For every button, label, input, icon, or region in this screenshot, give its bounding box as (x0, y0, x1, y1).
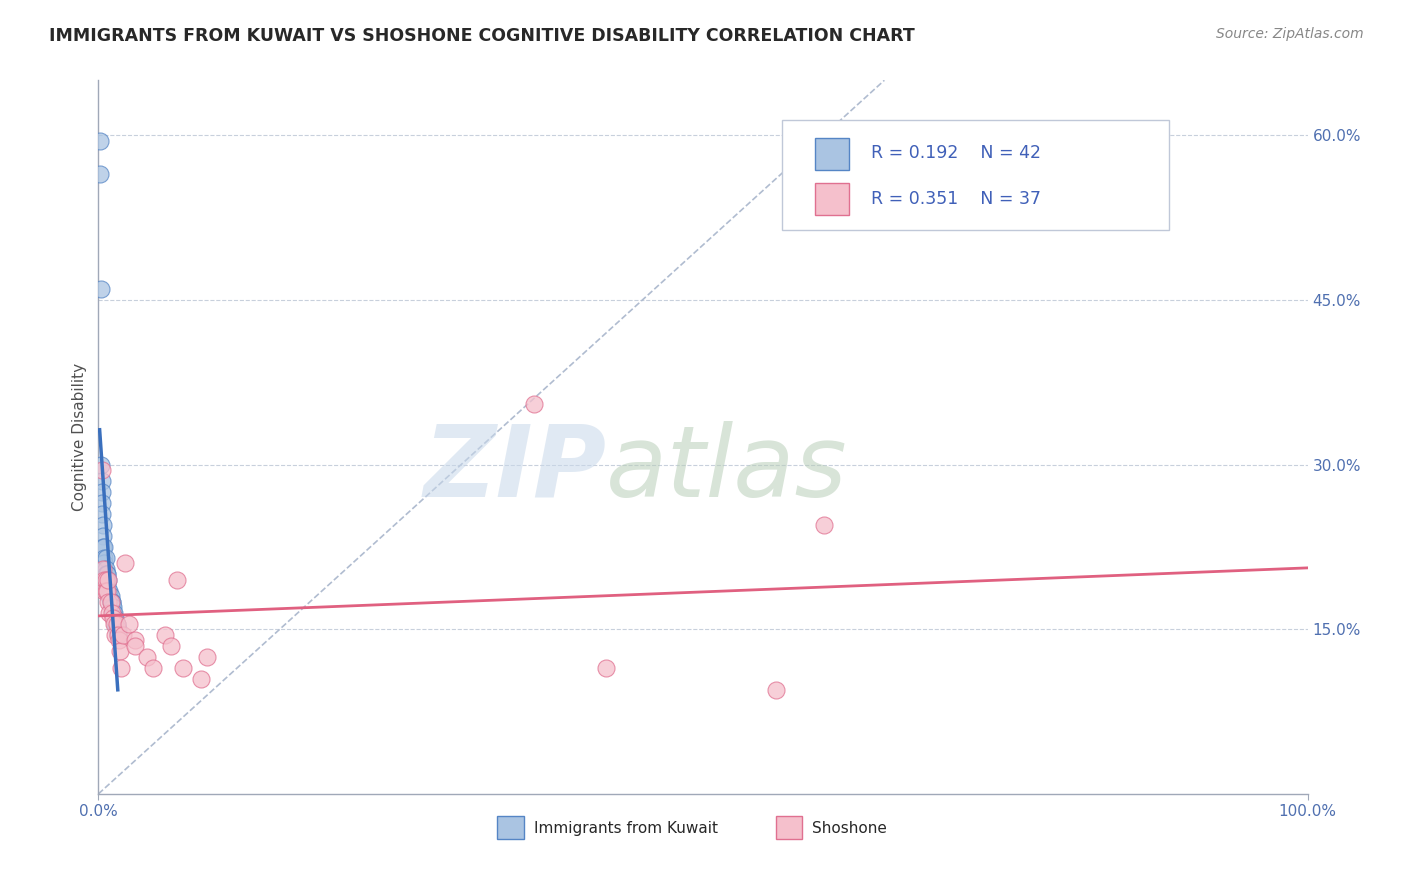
Point (96, 578, 118, 592)
Point (172, 660, 194, 674)
Point (98, 583, 121, 598)
Point (153, 628, 176, 642)
Point (166, 573, 188, 587)
Y-axis label: Cognitive Disability: Cognitive Disability (72, 363, 87, 511)
Point (91, 517, 114, 532)
Bar (776, 816, 803, 838)
Point (96, 567, 118, 582)
Point (98, 606, 121, 620)
Point (91, 529, 114, 543)
Point (765, 682, 787, 697)
Point (97, 583, 120, 598)
Point (100, 595, 122, 609)
Text: Source: ZipAtlas.com: Source: ZipAtlas.com (1216, 27, 1364, 41)
Point (142, 660, 165, 674)
Point (97, 573, 120, 587)
Point (91, 474, 114, 488)
Point (108, 633, 131, 648)
Point (97, 595, 120, 609)
Point (100, 595, 122, 609)
Text: ZIP: ZIP (423, 421, 606, 517)
Point (107, 628, 129, 642)
Point (124, 633, 146, 648)
Point (103, 606, 125, 620)
Point (93, 557, 115, 571)
Point (105, 616, 128, 631)
Point (111, 628, 134, 642)
Point (97, 573, 120, 587)
Point (91, 496, 114, 510)
Text: R = 0.351    N = 37: R = 0.351 N = 37 (872, 190, 1040, 208)
Point (104, 611, 127, 625)
Text: Immigrants from Kuwait: Immigrants from Kuwait (534, 822, 717, 837)
Point (100, 595, 122, 609)
Point (93, 540, 115, 554)
Point (523, 397, 546, 411)
Point (93, 573, 115, 587)
Point (118, 616, 141, 631)
Point (91, 540, 114, 554)
Text: Shoshone: Shoshone (811, 822, 887, 837)
Point (100, 595, 122, 609)
Point (94, 567, 117, 582)
FancyBboxPatch shape (782, 120, 1168, 230)
Point (104, 616, 127, 631)
Point (93, 550, 115, 565)
Point (94, 562, 117, 576)
Point (100, 589, 122, 603)
Point (595, 660, 617, 674)
Text: R = 0.192    N = 42: R = 0.192 N = 42 (872, 144, 1040, 161)
Point (90, 282, 112, 296)
Point (101, 611, 124, 625)
Point (96, 583, 118, 598)
Point (91, 562, 114, 576)
Point (100, 600, 122, 615)
Point (135, 649, 157, 664)
Point (107, 622, 129, 636)
Point (107, 628, 129, 642)
Bar (815, 183, 849, 215)
Point (195, 649, 218, 664)
Point (90, 458, 112, 472)
Point (190, 672, 212, 686)
Point (98, 589, 121, 603)
Point (96, 573, 118, 587)
Point (91, 485, 114, 500)
Point (103, 616, 125, 631)
Point (100, 606, 122, 620)
Point (94, 550, 117, 565)
Point (91, 463, 114, 477)
Point (110, 660, 132, 674)
Point (101, 606, 124, 620)
Point (160, 639, 183, 653)
Point (114, 557, 136, 571)
Point (96, 567, 118, 582)
Point (124, 639, 146, 653)
Point (100, 595, 122, 609)
Point (93, 583, 115, 598)
Point (105, 622, 128, 636)
Point (103, 611, 125, 625)
Point (108, 644, 131, 658)
Point (101, 600, 124, 615)
Point (93, 562, 115, 576)
Point (104, 628, 127, 642)
Bar (815, 138, 849, 170)
Bar (498, 816, 524, 838)
Point (813, 517, 835, 532)
Point (89, 167, 111, 181)
Point (105, 616, 128, 631)
Point (94, 573, 117, 587)
Point (91, 507, 114, 521)
Point (89, 134, 111, 148)
Text: IMMIGRANTS FROM KUWAIT VS SHOSHONE COGNITIVE DISABILITY CORRELATION CHART: IMMIGRANTS FROM KUWAIT VS SHOSHONE COGNI… (49, 27, 915, 45)
Point (94, 583, 117, 598)
Text: atlas: atlas (606, 421, 848, 517)
